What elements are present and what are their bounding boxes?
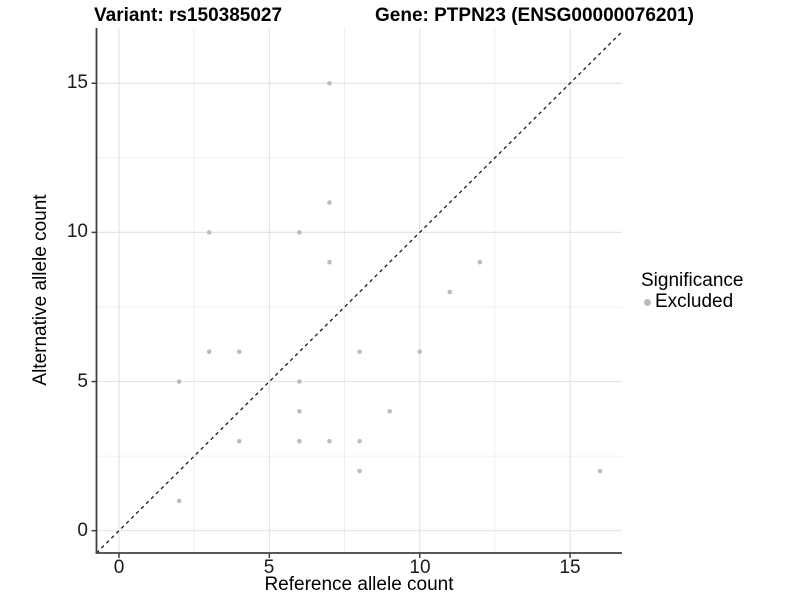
x-tick-label-5: 5 xyxy=(263,557,275,578)
y-tick-label-5: 5 xyxy=(77,371,88,392)
x-axis-title: Reference allele count xyxy=(264,574,454,595)
y-tick-label-0: 0 xyxy=(77,520,88,541)
plot-title-variant: Variant: rs150385027 xyxy=(94,5,283,26)
data-point xyxy=(236,438,242,444)
data-point xyxy=(176,379,182,384)
legend: Significance Excluded xyxy=(633,270,743,313)
data-point xyxy=(297,438,302,444)
data-point xyxy=(357,438,362,444)
data-point xyxy=(387,409,392,414)
data-point xyxy=(297,409,302,414)
data-point xyxy=(236,349,242,355)
y-tick-label-15: 15 xyxy=(66,72,88,93)
data-point xyxy=(447,289,453,295)
data-point xyxy=(357,468,362,474)
x-tick-label-0: 0 xyxy=(113,557,125,578)
data-point xyxy=(477,259,483,265)
legend-item-excluded: Excluded xyxy=(633,291,743,313)
legend-item-label: Excluded xyxy=(655,291,734,312)
data-point xyxy=(176,498,182,504)
legend-title: Significance xyxy=(641,270,744,291)
data-point xyxy=(417,349,423,355)
plot-title-gene: Gene: PTPN23 (ENSG00000076201) xyxy=(375,5,694,26)
data-point xyxy=(297,230,302,235)
data-point xyxy=(327,200,332,205)
data-point xyxy=(297,379,302,384)
data-point xyxy=(327,259,332,265)
legend-point-swatch-icon xyxy=(644,298,651,306)
x-tick-label-15: 15 xyxy=(559,557,581,578)
data-point xyxy=(357,349,362,355)
data-point xyxy=(327,438,332,444)
y-tick-label-10: 10 xyxy=(66,221,88,242)
identity-dashed-line xyxy=(95,30,624,554)
data-point xyxy=(597,468,603,474)
data-point xyxy=(206,230,212,235)
y-axis-title: Alternative allele count xyxy=(30,194,51,386)
data-point xyxy=(327,80,332,86)
x-tick-label-10: 10 xyxy=(409,557,431,578)
data-point xyxy=(206,349,212,355)
